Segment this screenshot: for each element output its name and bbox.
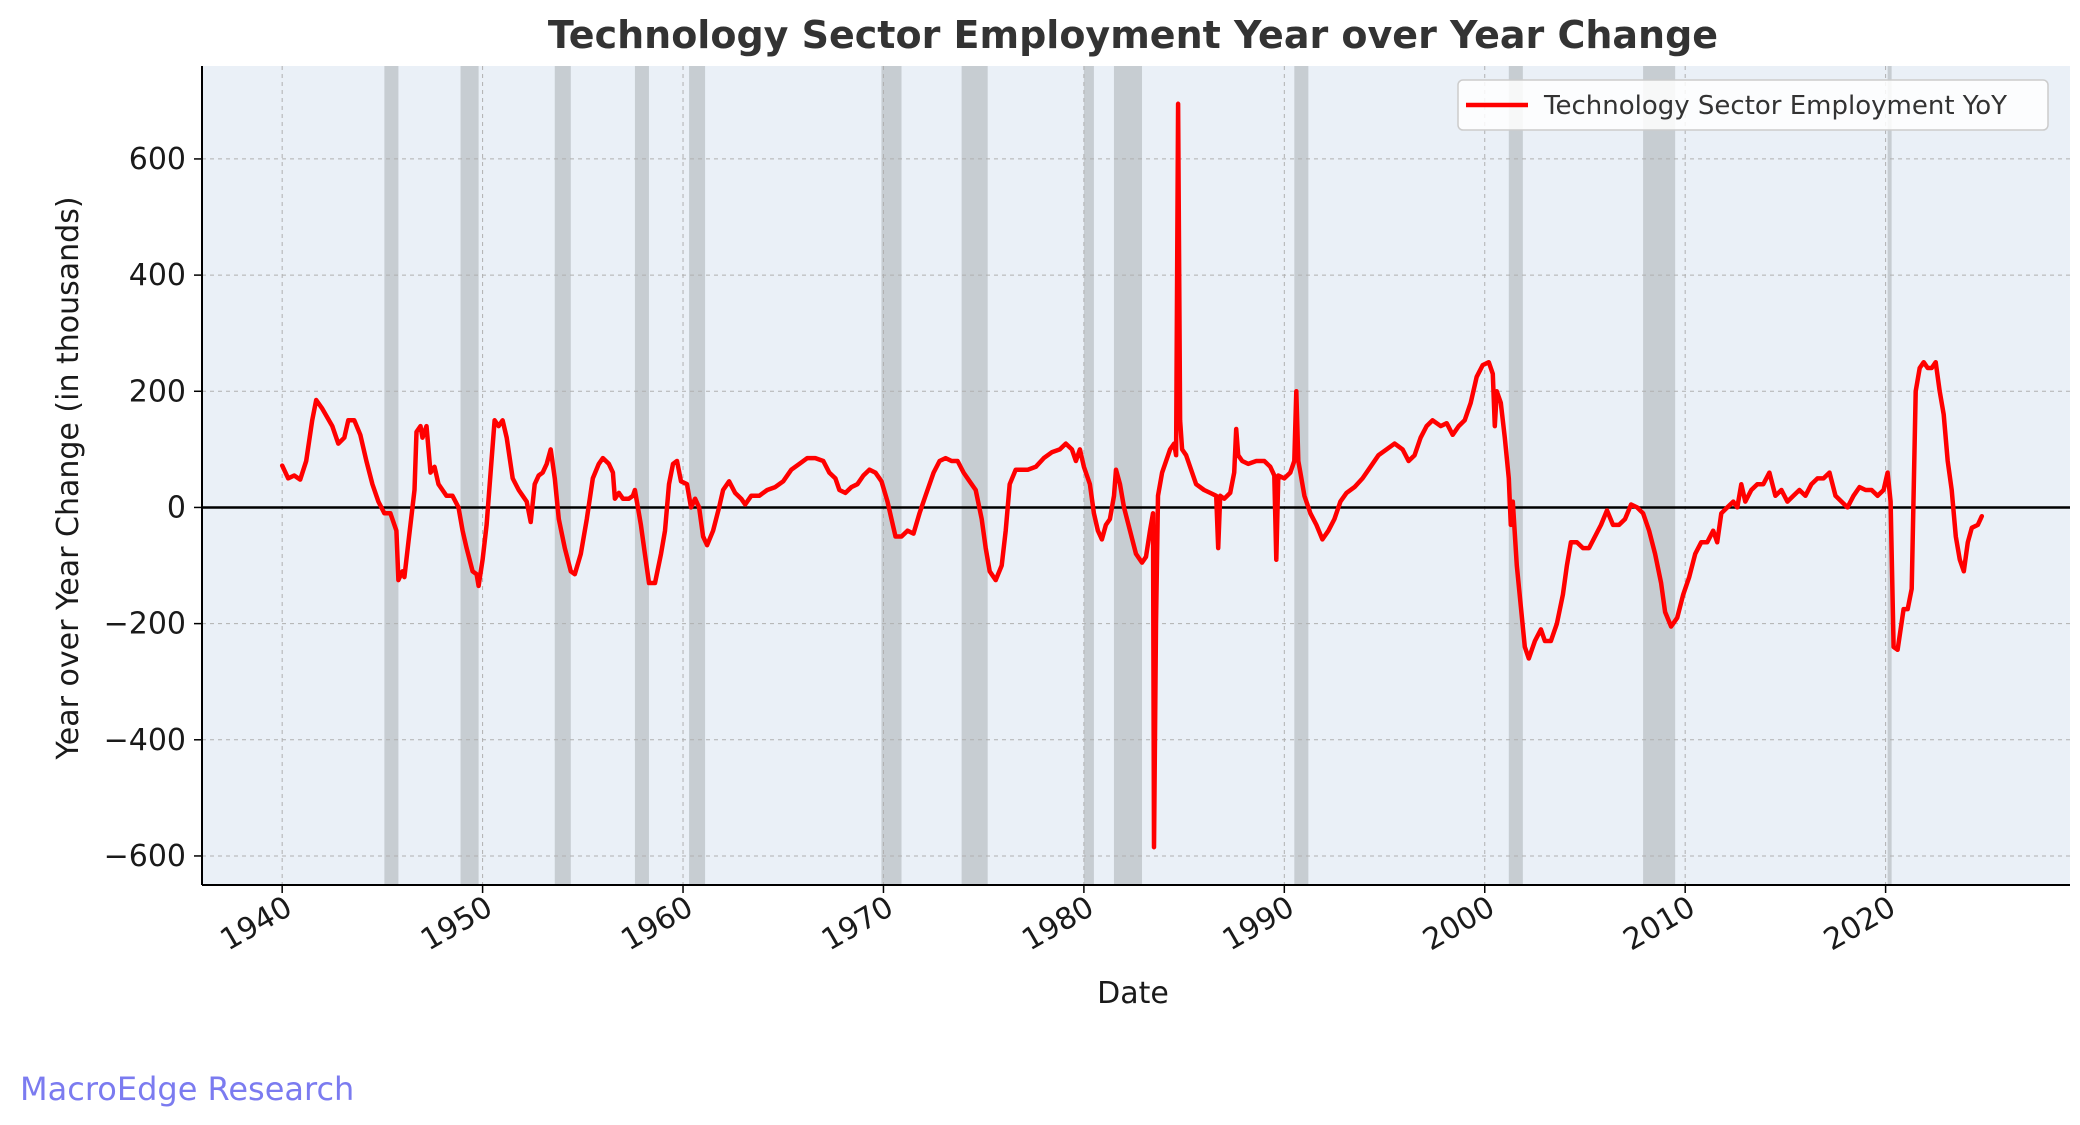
y-tick-label: −600 (104, 839, 186, 874)
watermark: MacroEdge Research (20, 1070, 355, 1108)
recession-band (554, 66, 571, 885)
recession-band (634, 66, 649, 885)
y-tick-label: 200 (129, 374, 186, 409)
y-tick-label: 400 (129, 258, 186, 293)
y-tick-label: −400 (104, 723, 186, 758)
grid (202, 66, 2070, 885)
y-tick-label: 600 (129, 142, 186, 177)
y-axis-ticks: −600 −400 −200 0 200 400 600 (104, 142, 202, 874)
legend-label: Technology Sector Employment YoY (1543, 91, 2007, 121)
y-axis-label: Year over Year Change (in thousands) (51, 196, 86, 760)
legend-box (1457, 79, 2049, 131)
y-tick-label: −200 (104, 607, 186, 642)
recession-band (1643, 66, 1676, 885)
x-axis-label: Date (1097, 976, 1169, 1011)
recession-band (689, 66, 706, 885)
recession-band (460, 66, 479, 885)
recession-band (1508, 66, 1523, 885)
recession-band (881, 66, 902, 885)
legend: Technology Sector Employment YoY (1457, 79, 2049, 131)
recession-band (384, 66, 399, 885)
chart-title: Technology Sector Employment Year over Y… (548, 13, 1718, 57)
y-tick-label: 0 (167, 490, 186, 525)
series-line-tech-employment (279, 101, 1985, 850)
